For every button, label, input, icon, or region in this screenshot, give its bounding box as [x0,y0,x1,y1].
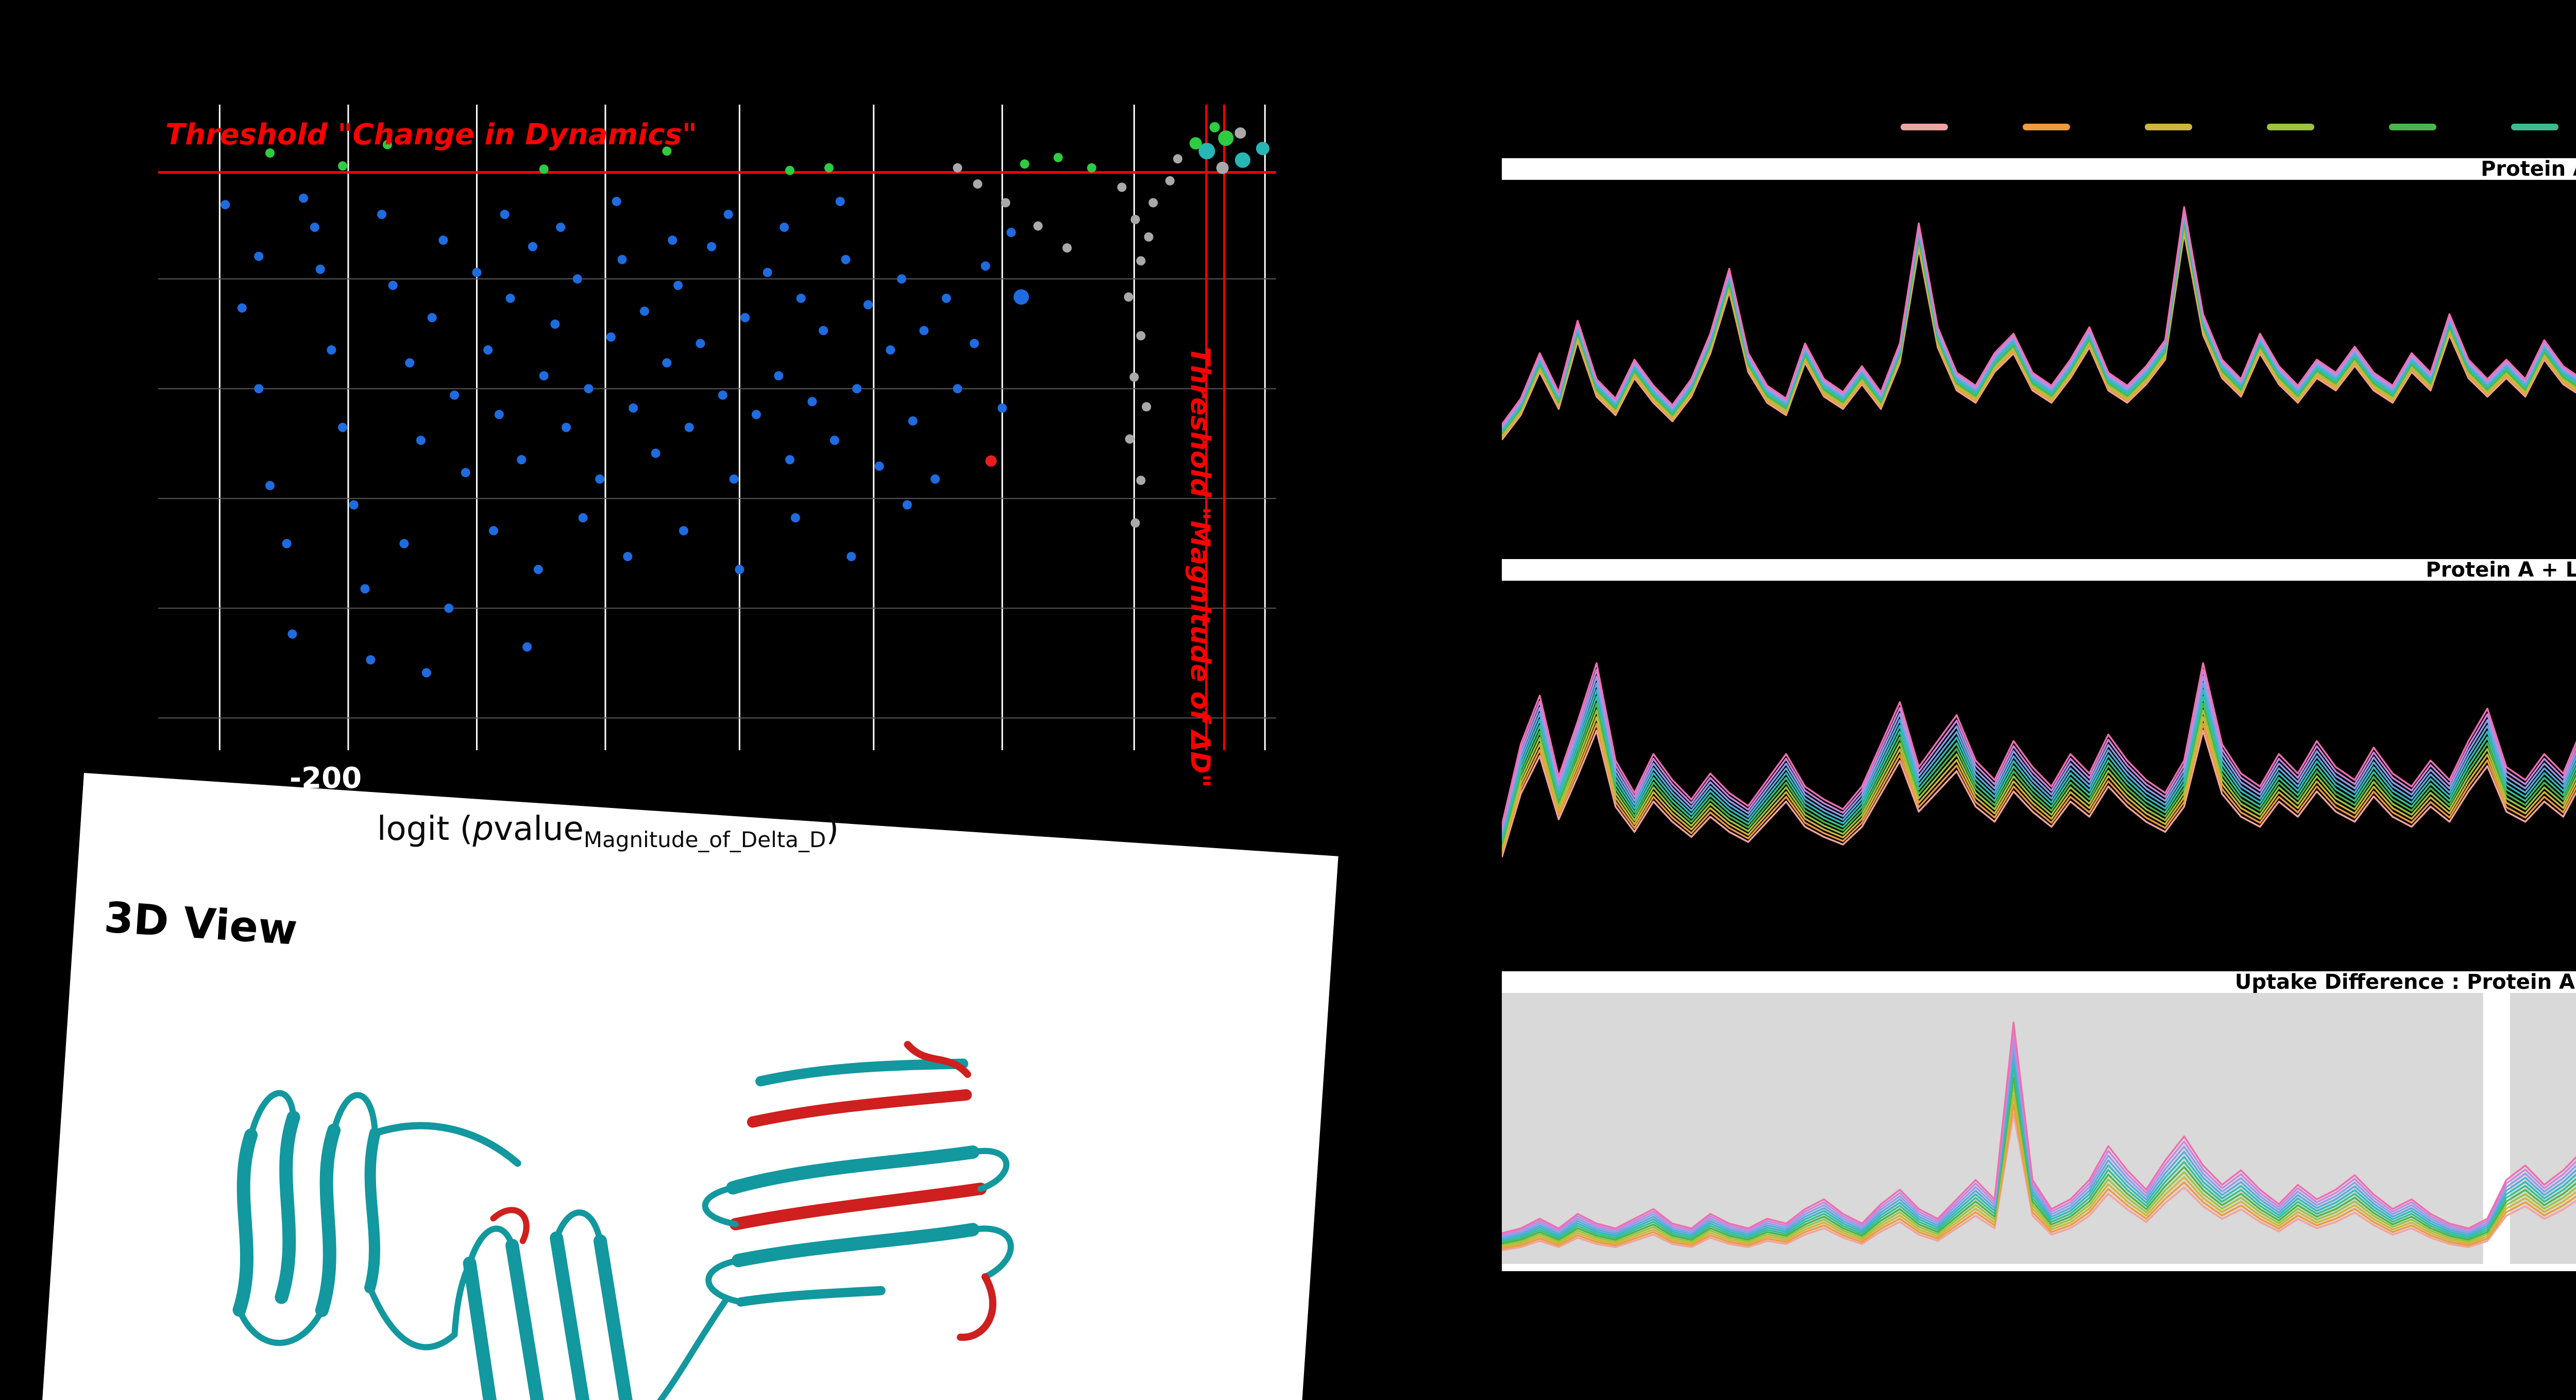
3d-view-card: 3D View [32,773,1338,1400]
legend-color-dash [2511,124,2558,130]
3d-view-title: 3D View [103,893,299,955]
legend-color-dash [2145,124,2192,130]
volcano-scatter-plot[interactable] [158,105,1276,750]
chart-title-uptake-difference: Uptake Difference : Protein A - (Protein… [2234,970,2576,994]
legend-color-dash [2267,124,2314,130]
axis-label-value: value [494,810,584,848]
protein-structure-view[interactable] [165,956,1106,1400]
volcano-x-axis-label: logit (pvalueMagnitude_of_Delta_D) [289,810,927,852]
axis-label-suffix: ) [826,810,839,848]
threshold-magnitude-label: Threshold "Magnitude of ΔD" [1184,347,1215,788]
chart-title-bar: Protein A + Ligand [1502,558,2576,582]
uptake-plot-protein-a[interactable] [1502,180,2576,541]
uptake-chart-protein-a-ligand: Protein A + Ligand [1502,558,2576,941]
chart-title-protein-a-ligand: Protein A + Ligand [2426,558,2576,582]
volcano-plot-panel: Threshold "Change in Dynamics" Threshold… [158,105,1276,788]
axis-label-prefix: logit ( [377,810,473,848]
threshold-change-in-dynamics-label: Threshold "Change in Dynamics" [165,118,697,151]
axis-label-p: p [472,810,494,848]
uptake-plot-protein-a-ligand[interactable] [1502,581,2576,941]
chart-title-bar: Protein A [1502,157,2576,181]
legend-color-dash [2389,124,2436,130]
legend-color-dash [1901,124,1948,130]
uptake-difference-plot[interactable] [1502,993,2576,1271]
chart-title-protein-a: Protein A [2481,157,2576,181]
legend-color-dash [2023,124,2070,130]
axis-label-subscript: Magnitude_of_Delta_D [583,826,826,852]
timepoint-legend [1502,124,2576,130]
chart-title-bar: Uptake Difference : Protein A - (Protein… [1502,970,2576,994]
uptake-chart-protein-a: Protein A [1502,157,2576,541]
uptake-difference-chart: Uptake Difference : Protein A - (Protein… [1502,970,2576,1271]
